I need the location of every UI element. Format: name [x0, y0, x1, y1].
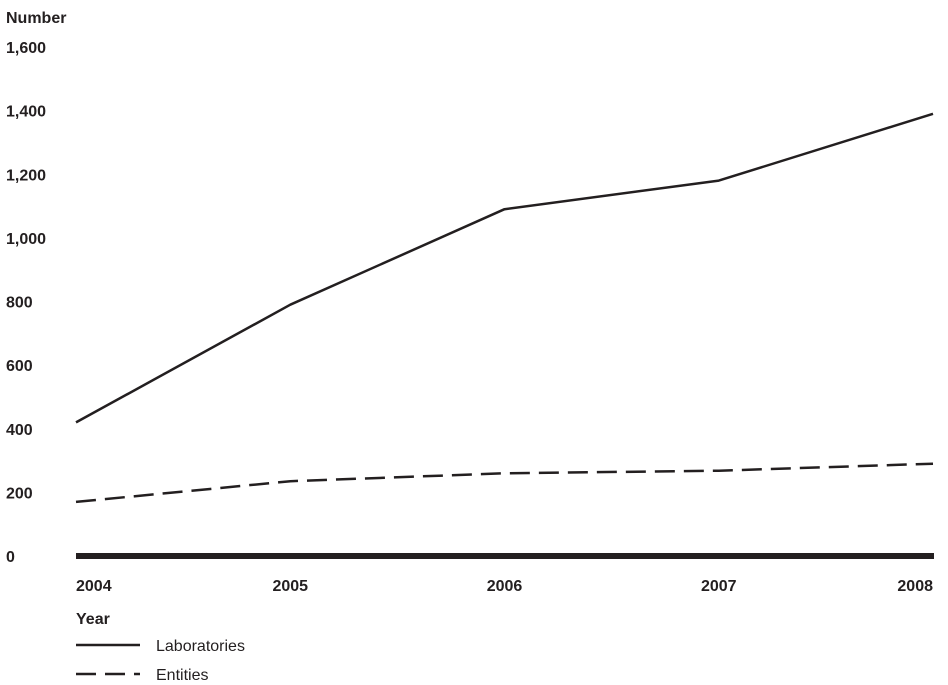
y-tick-label: 800 [6, 295, 33, 312]
x-tick-label: 2007 [701, 578, 737, 595]
y-tick-label: 1,400 [6, 104, 46, 121]
y-axis-title: Number [6, 10, 66, 27]
x-tick-labels: 2004 2005 2006 2007 2008 [76, 578, 933, 595]
series-line-laboratories [75, 112, 934, 424]
x-tick-label: 2006 [487, 578, 523, 595]
y-tick-label: 1,200 [6, 167, 46, 184]
x-tick-label: 2005 [272, 578, 308, 595]
legend-label-entities: Entities [156, 667, 208, 684]
y-tick-label: 400 [6, 422, 33, 439]
y-tick-label: 1,600 [6, 40, 46, 57]
x-axis-title: Year [76, 611, 110, 628]
y-tick-labels: 0 200 400 600 800 1,000 1,200 1,400 1,600 [6, 40, 46, 566]
x-tick-label: 2004 [76, 578, 112, 595]
x-tick-label: 2008 [897, 578, 933, 595]
y-tick-label: 0 [6, 549, 15, 566]
series-line-entities [75, 462, 934, 504]
y-tick-label: 1,000 [6, 231, 46, 248]
legend: Laboratories Entities [76, 638, 245, 684]
y-tick-label: 600 [6, 358, 33, 375]
y-tick-label: 200 [6, 485, 33, 502]
series-lines [75, 112, 934, 504]
legend-label-laboratories: Laboratories [156, 638, 245, 655]
